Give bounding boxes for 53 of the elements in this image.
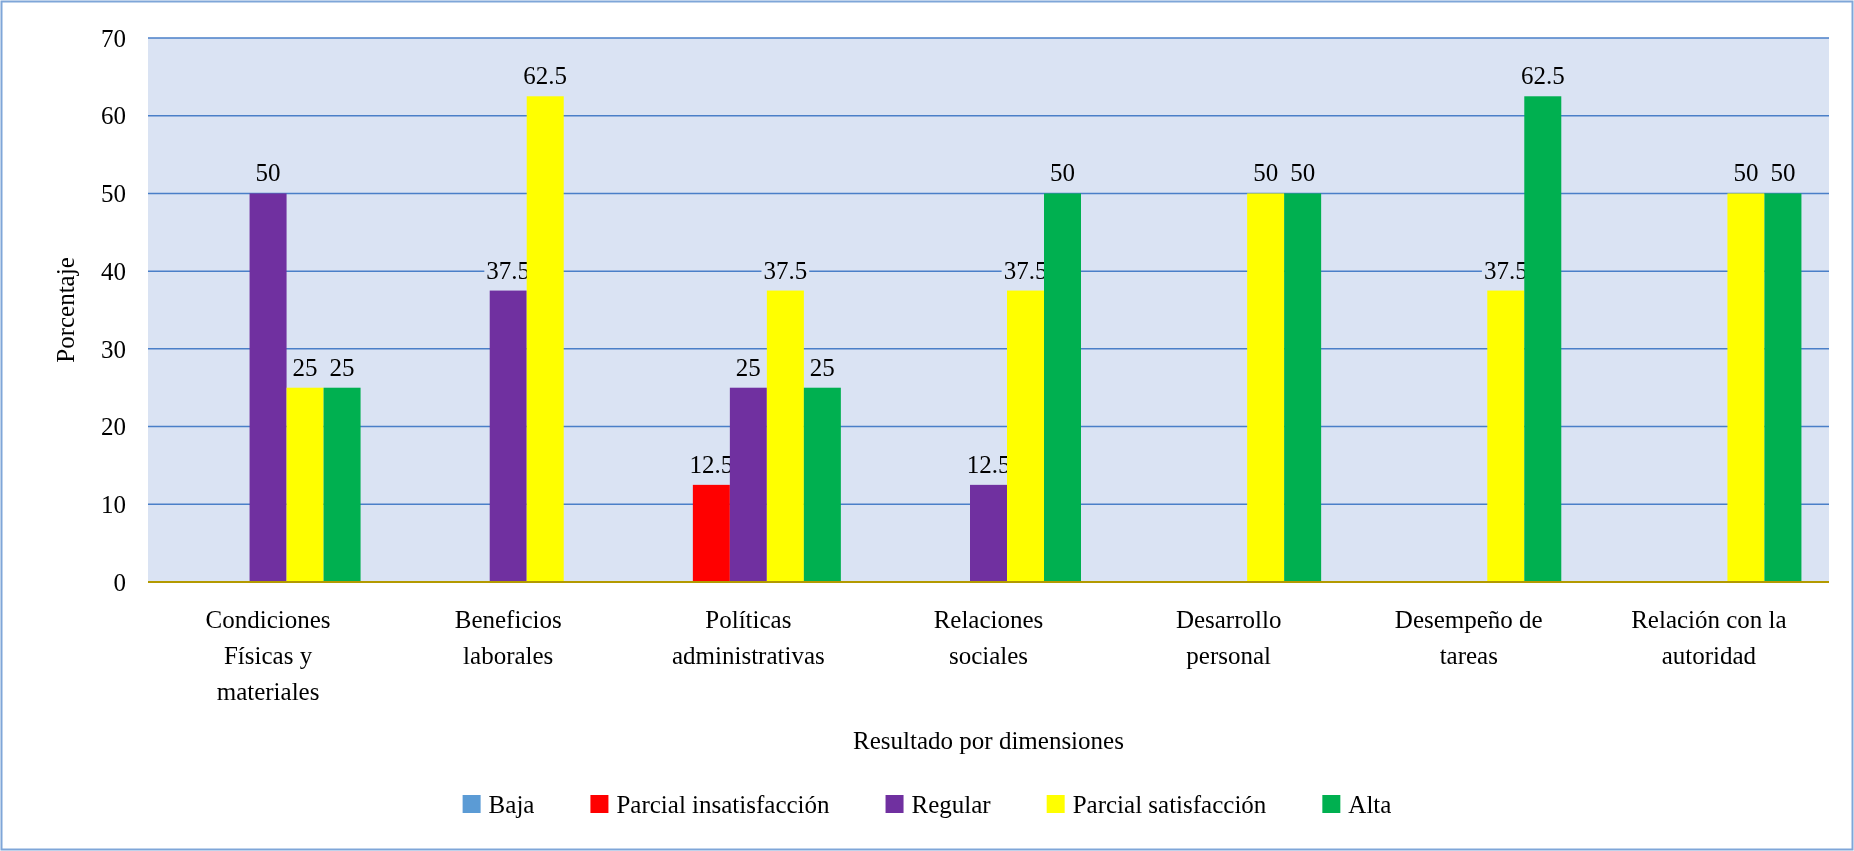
bar xyxy=(1524,96,1562,582)
legend-label: Parcial satisfacción xyxy=(1072,790,1267,818)
data-label: 50 xyxy=(255,159,281,187)
y-tick-label: 40 xyxy=(101,257,126,285)
x-tick-label: Políticas administrativas xyxy=(671,606,825,669)
bar xyxy=(970,484,1007,582)
legend-label: Regular xyxy=(911,790,992,818)
x-axis-title: Resultado por dimensiones xyxy=(853,727,1124,754)
legend-label: Alta xyxy=(1348,790,1392,818)
bar xyxy=(1727,193,1765,582)
data-label: 25 xyxy=(809,353,835,381)
y-tick-label: 70 xyxy=(101,24,126,52)
legend-label: Parcial insatisfacción xyxy=(616,790,831,818)
x-tick-label: Desempeño de tareas xyxy=(1394,606,1543,669)
x-tick-label: Relaciones sociales xyxy=(933,606,1044,669)
bar xyxy=(286,387,324,582)
x-tick-label: Condiciones Físicas y materiales xyxy=(205,606,331,705)
bar xyxy=(803,387,841,582)
data-label: 50 xyxy=(1770,159,1796,187)
data-label: 50 xyxy=(1733,159,1759,187)
data-label: 25 xyxy=(329,353,355,381)
legend-label: Baja xyxy=(488,790,535,818)
bar xyxy=(692,484,730,582)
y-tick-label: 60 xyxy=(101,102,126,130)
bar xyxy=(526,96,564,582)
y-tick-label: 20 xyxy=(101,413,126,441)
bar xyxy=(1247,193,1285,582)
y-tick-label: 10 xyxy=(101,491,126,519)
x-tick-label: Desarrollo personal xyxy=(1175,606,1282,669)
data-label: 25 xyxy=(292,353,318,381)
data-label: 37.5 xyxy=(763,256,808,284)
bar xyxy=(1044,193,1081,582)
y-axis-title: Porcentaje xyxy=(52,257,79,363)
bar xyxy=(323,387,361,582)
bar xyxy=(729,387,767,582)
bar xyxy=(1487,290,1525,582)
bar xyxy=(766,290,804,582)
bar xyxy=(249,193,287,582)
bar xyxy=(489,290,527,582)
x-tick-label: Beneficios laborales xyxy=(454,606,562,669)
bar xyxy=(1284,193,1322,582)
y-tick-label: 50 xyxy=(101,180,126,208)
x-tick-label: Relación con la autoridad xyxy=(1631,606,1787,669)
data-label: 62.5 xyxy=(523,62,568,90)
y-tick-label: 0 xyxy=(113,568,126,596)
data-label: 62.5 xyxy=(1520,62,1565,90)
bar xyxy=(1007,290,1044,582)
data-label: 50 xyxy=(1050,159,1075,187)
y-tick-label: 30 xyxy=(101,335,126,363)
data-label: 50 xyxy=(1290,159,1316,187)
data-label: 25 xyxy=(735,353,761,381)
bar xyxy=(1764,193,1802,582)
data-label: 50 xyxy=(1253,159,1279,187)
